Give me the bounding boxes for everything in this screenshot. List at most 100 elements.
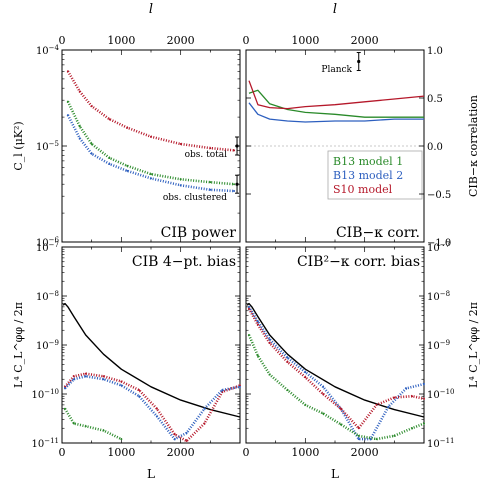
data-point	[233, 183, 236, 186]
data-point	[203, 407, 206, 410]
data-point	[411, 427, 414, 430]
x-tick-label: 1000	[291, 446, 319, 459]
data-point	[375, 438, 378, 441]
data-point	[209, 188, 212, 191]
data-point	[102, 429, 105, 432]
data-point	[256, 354, 259, 357]
series-line-black	[62, 302, 241, 418]
ylabel-bottom-right: L⁴ C_L^φφ / 2π	[467, 302, 480, 388]
xlabel-bottom-left: L	[147, 467, 155, 481]
y-tick-label: 10−10	[31, 388, 59, 401]
xlabel-bottom-right: L	[331, 467, 339, 481]
data-point	[185, 431, 188, 434]
data-point	[72, 375, 75, 378]
ylabel-top-right: CIB−κ correlation	[467, 95, 480, 197]
data-point	[375, 403, 378, 406]
data-point	[339, 423, 342, 426]
data-point	[286, 389, 289, 392]
y-tick-label: 1.0	[427, 46, 443, 57]
x-tick-label: 0	[243, 446, 250, 459]
data-point	[286, 360, 289, 363]
data-point	[209, 147, 212, 150]
data-point	[102, 378, 105, 381]
y-tick-label: 10−11	[427, 437, 455, 450]
data-point	[126, 126, 129, 129]
y-tick-label: 10−9	[36, 339, 59, 352]
panel-bottom-left: 10−11 10−10 10−9 10−8 10−7 0 1000 2000	[31, 241, 241, 459]
series-line-red	[64, 372, 241, 443]
y-tick-label: 10−4	[36, 44, 60, 57]
series-line-red	[247, 308, 425, 430]
data-point	[120, 380, 123, 383]
data-point	[138, 389, 141, 392]
panel-bottom-right: 10−11 10−10 10−9 10−8 10−7 0 1000 2000	[243, 241, 455, 459]
y-tick-label: −0.5	[427, 190, 451, 201]
x-tick-label: 2000	[351, 446, 379, 459]
y-tick-label: 10−5	[36, 140, 59, 153]
data-point	[120, 384, 123, 387]
data-point	[173, 438, 176, 441]
data-point	[108, 118, 111, 121]
data-point	[108, 156, 111, 159]
data-point	[102, 375, 105, 378]
data-point	[155, 415, 158, 418]
x-tick-label: 1000	[107, 446, 135, 459]
y-tick-label: −1.0	[427, 238, 451, 249]
series-line-green	[66, 101, 235, 186]
data-point	[173, 433, 176, 436]
data-point	[304, 376, 307, 379]
legend-entry-s10-model: S10 model	[333, 183, 393, 196]
series-line-green	[248, 89, 424, 118]
data-point	[247, 333, 250, 336]
x-tick-label: 2000	[351, 34, 379, 47]
data-point	[179, 178, 182, 181]
series-line-red	[66, 70, 235, 152]
y-tick-label: 10−7	[36, 241, 59, 254]
y-tick-label: 10−8	[36, 290, 59, 303]
data-point	[120, 438, 123, 441]
data-point	[78, 90, 81, 93]
data-point	[339, 407, 342, 410]
data-point	[357, 438, 360, 441]
data-point	[90, 142, 93, 145]
series-line-green	[247, 334, 425, 441]
data-point	[247, 305, 250, 308]
x-tick-label: 0	[243, 34, 250, 47]
panel-top-left: 10−610−510−40 1000 2000	[36, 34, 240, 249]
panel-frame-br	[245, 246, 425, 444]
legend: B13 model 1 B13 model 2 S10 model	[327, 150, 423, 200]
data-point	[369, 438, 372, 441]
y-tick-label: 10−8	[427, 290, 450, 303]
x-tick-label: 1000	[291, 34, 319, 47]
data-point	[66, 100, 69, 103]
data-point	[84, 372, 87, 375]
data-point	[393, 396, 396, 399]
data-point	[179, 142, 182, 145]
annotation-obs-clustered: obs. clustered	[163, 193, 227, 203]
data-point	[423, 397, 425, 400]
data-point	[268, 373, 271, 376]
data-point	[209, 181, 212, 184]
legend-entry-b13-model-1: B13 model 1	[333, 155, 403, 168]
data-point	[150, 177, 152, 180]
series-line-red	[248, 80, 425, 110]
data-point	[126, 164, 129, 167]
annotation-point	[235, 182, 239, 186]
data-point	[393, 434, 396, 437]
data-point	[411, 395, 414, 398]
series-line-blue	[248, 102, 424, 123]
data-point	[72, 422, 75, 425]
annotation-point	[357, 59, 361, 64]
panel-frame-bl	[61, 246, 241, 444]
x-tick-label: 1000	[107, 34, 135, 47]
x-tick-label: 0	[59, 446, 66, 459]
data-point	[108, 162, 111, 165]
data-point	[239, 384, 241, 387]
data-point	[84, 425, 87, 428]
panel-frame-tl	[61, 49, 241, 243]
panel-top-right: 1.0 0.5 0.0 −0.5 −1.0 0 1000 2000	[243, 34, 452, 249]
ylabel-top-left: C_l (μK²)	[12, 121, 25, 170]
data-point	[221, 389, 224, 392]
panel-title-tl: CIB power	[161, 225, 237, 241]
y-tick-label: 10−7	[427, 241, 450, 254]
